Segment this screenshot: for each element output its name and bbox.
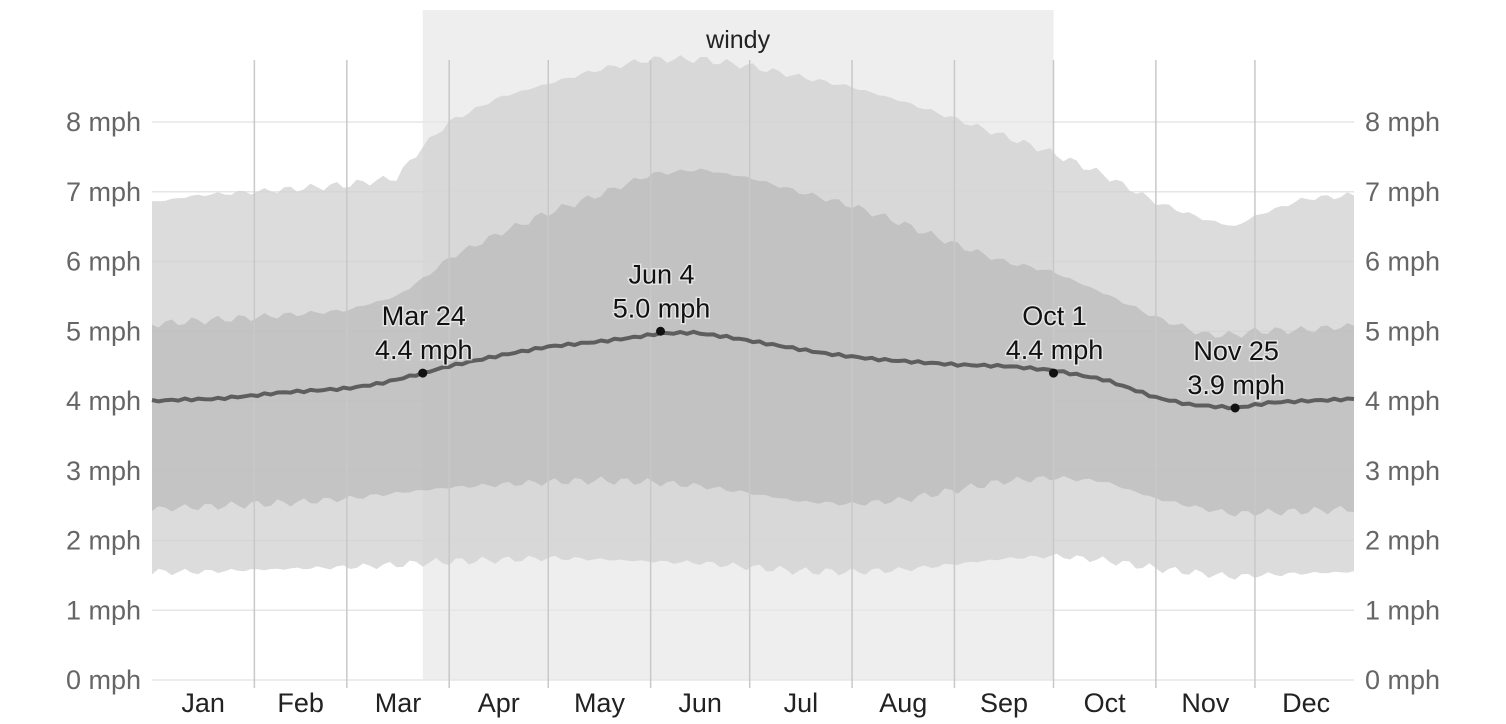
annotation-value: 4.4 mph bbox=[375, 335, 473, 365]
y-tick-label-left: 5 mph bbox=[66, 316, 141, 346]
y-tick-label-right: 7 mph bbox=[1365, 177, 1440, 207]
x-tick-label-aug: Aug bbox=[879, 688, 927, 718]
axis-labels-layer: 0 mph 0 mph 1 mph 1 mph 2 mph 2 mph 3 mph 3 mph… bbox=[66, 107, 1440, 718]
y-tick-label-left: 3 mph bbox=[66, 456, 141, 486]
annotation-marker bbox=[1230, 403, 1240, 413]
y-tick-label-left: 7 mph bbox=[66, 177, 141, 207]
y-tick-label-left: 0 mph bbox=[66, 665, 141, 695]
y-tick-label-left: 6 mph bbox=[66, 247, 141, 277]
x-tick-label-feb: Feb bbox=[277, 688, 324, 718]
windy-season-label: windy bbox=[705, 26, 770, 54]
annotation-marker bbox=[656, 326, 666, 336]
annotation-value: 3.9 mph bbox=[1187, 370, 1285, 400]
x-tick-label-jul: Jul bbox=[784, 688, 819, 718]
y-tick-label-right: 0 mph bbox=[1365, 665, 1440, 695]
y-tick-label-right: 3 mph bbox=[1365, 456, 1440, 486]
average-line-layer bbox=[151, 329, 1355, 411]
x-tick-label-oct: Oct bbox=[1084, 688, 1127, 718]
y-tick-label-right: 4 mph bbox=[1365, 386, 1440, 416]
y-tick-label-right: 1 mph bbox=[1365, 595, 1440, 625]
x-tick-label-apr: Apr bbox=[478, 688, 520, 718]
x-tick-label-sep: Sep bbox=[980, 688, 1028, 718]
annotation-marker bbox=[1049, 368, 1058, 378]
annotation-date: Nov 25 bbox=[1193, 336, 1279, 366]
annotation-date: Mar 24 bbox=[382, 301, 466, 331]
y-tick-label-right: 8 mph bbox=[1365, 107, 1440, 137]
x-tick-label-mar: Mar bbox=[375, 688, 422, 718]
y-tick-label-left: 1 mph bbox=[66, 595, 141, 625]
percentile-bands-layer bbox=[152, 55, 1354, 580]
y-tick-label-left: 4 mph bbox=[66, 386, 141, 416]
x-tick-label-dec: Dec bbox=[1282, 688, 1330, 718]
annotation-date: Oct 1 bbox=[1022, 301, 1087, 331]
annotation-value: 5.0 mph bbox=[613, 293, 711, 323]
y-tick-label-left: 8 mph bbox=[66, 107, 141, 137]
average-wind-speed-line bbox=[151, 329, 1355, 411]
x-tick-label-nov: Nov bbox=[1181, 688, 1230, 718]
x-tick-label-may: May bbox=[574, 688, 626, 718]
annotations-layer: Mar 24 4.4 mph Jun 4 5.0 mph Oct 1 4.4 mph Nov… bbox=[373, 258, 1286, 413]
x-tick-label-jun: Jun bbox=[678, 688, 722, 718]
y-tick-label-left: 2 mph bbox=[66, 526, 141, 556]
annotation-marker bbox=[418, 368, 428, 378]
y-tick-label-right: 6 mph bbox=[1365, 247, 1440, 277]
y-tick-label-right: 2 mph bbox=[1365, 526, 1440, 556]
x-tick-label-jan: Jan bbox=[181, 688, 225, 718]
y-tick-label-right: 5 mph bbox=[1365, 316, 1440, 346]
annotation-value: 4.4 mph bbox=[1006, 335, 1104, 365]
annotation-date: Jun 4 bbox=[629, 259, 695, 289]
